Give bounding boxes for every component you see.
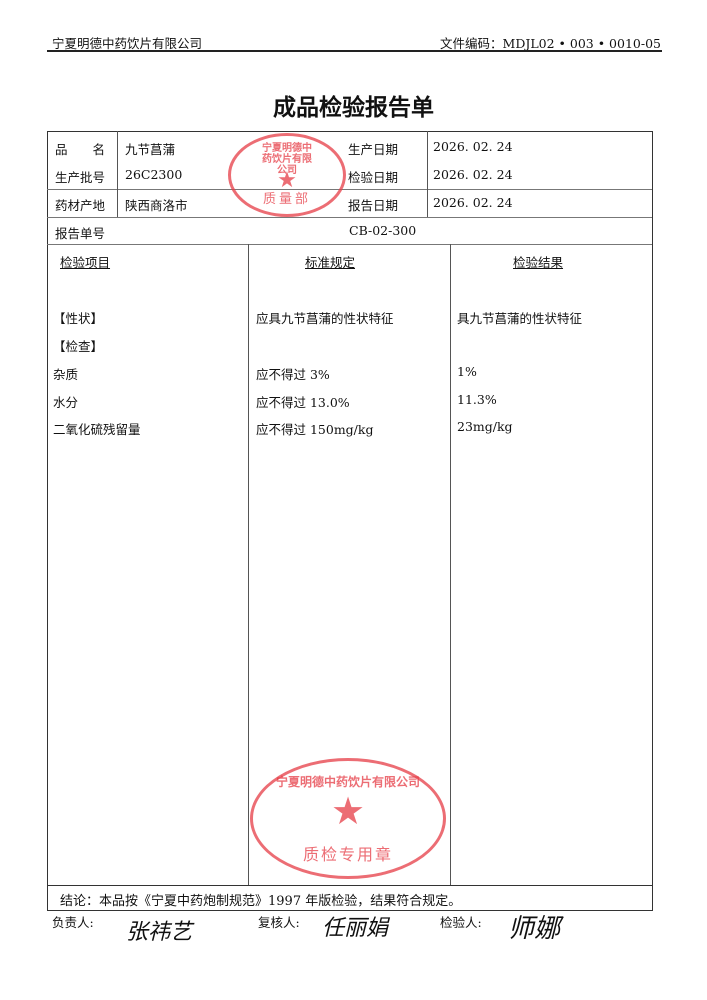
- product-name: 九节菖蒲: [125, 142, 176, 157]
- column-header-standard: 标准规定: [305, 255, 356, 270]
- test-date: 2026. 02. 24: [433, 167, 513, 182]
- column-header-item: 检验项目: [60, 255, 111, 270]
- table-rule: [47, 189, 652, 190]
- qc-special-stamp: 宁夏明德中药饮片有限公司 ★ 质检专用章: [250, 758, 446, 879]
- stamp-ring-text: 宁夏明德中药饮片有限公司: [262, 143, 312, 176]
- report-date: 2026. 02. 24: [433, 195, 513, 210]
- page-title: 成品检验报告单: [273, 95, 434, 121]
- row-standard: 应不得过 13.0%: [256, 395, 350, 410]
- row-item: 二氧化硫残留量: [53, 422, 141, 437]
- star-icon: ★: [330, 789, 366, 833]
- row-item: 水分: [53, 395, 79, 410]
- report-date-label: 报告日期: [348, 198, 399, 213]
- row-item: 杂质: [53, 367, 79, 382]
- table-divider: [450, 244, 451, 885]
- origin-label: 药材产地: [55, 198, 106, 213]
- row-item: 【性状】: [53, 311, 104, 326]
- row-result: 1%: [457, 364, 477, 379]
- reviewer-label: 复核人:: [258, 915, 300, 930]
- table-divider: [117, 131, 118, 217]
- column-header-result: 检验结果: [513, 255, 564, 270]
- report-no: CB-02-300: [349, 223, 417, 238]
- inspector-label: 检验人:: [440, 915, 482, 930]
- table-divider: [248, 244, 249, 885]
- batch-number: 26C2300: [125, 167, 183, 182]
- row-result: 具九节菖蒲的性状特征: [457, 311, 583, 326]
- quality-dept-stamp: 宁夏明德中药饮片有限公司 ★ 质量部: [228, 133, 346, 217]
- prod-date-label: 生产日期: [348, 142, 399, 157]
- prod-date: 2026. 02. 24: [433, 139, 513, 154]
- stamp-dept-text: 质检专用章: [302, 845, 393, 864]
- table-divider: [427, 131, 428, 217]
- table-rule: [47, 244, 652, 245]
- report-table: [47, 131, 653, 911]
- document-code: 文件编码：MDJL02 • 003 • 0010-05: [440, 36, 661, 51]
- reviewer-signature: 任丽娟: [322, 916, 389, 941]
- conclusion: 结论：本品按《宁夏中药炮制规范》1997 年版检验，结果符合规定。: [60, 894, 462, 909]
- row-item: 【检查】: [53, 339, 104, 354]
- row-standard: 应不得过 3%: [256, 367, 330, 382]
- stamp-dept-text: 质量部: [262, 192, 311, 207]
- batch-label: 生产批号: [55, 170, 106, 185]
- table-rule: [47, 217, 652, 218]
- row-result: 11.3%: [457, 392, 497, 407]
- responsible-signature: 张祎艺: [126, 920, 193, 945]
- responsible-label: 负责人:: [52, 915, 94, 930]
- row-standard: 应不得过 150mg/kg: [256, 422, 374, 437]
- table-rule: [47, 885, 652, 886]
- stamp-ring-text: 宁夏明德中药饮片有限公司: [275, 775, 420, 789]
- report-no-label: 报告单号: [55, 226, 106, 241]
- row-standard: 应具九节菖蒲的性状特征: [256, 311, 394, 326]
- origin: 陕西商洛市: [125, 198, 188, 213]
- star-icon: ★: [277, 168, 297, 193]
- test-date-label: 检验日期: [348, 170, 399, 185]
- name-label: 品 名: [55, 142, 106, 157]
- header-rule: [47, 50, 662, 52]
- company-name: 宁夏明德中药饮片有限公司: [52, 36, 203, 51]
- row-result: 23mg/kg: [457, 419, 513, 434]
- inspector-signature: 师娜: [508, 914, 561, 944]
